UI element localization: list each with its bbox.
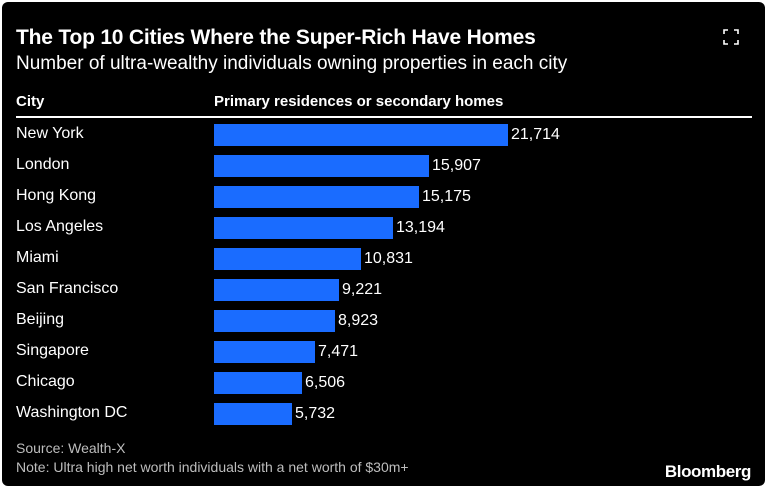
category-header: City — [16, 93, 45, 110]
value-label: 15,907 — [432, 157, 481, 174]
value-label: 21,714 — [511, 126, 560, 143]
value-header: Primary residences or secondary homes — [214, 93, 504, 110]
value-label: 10,831 — [364, 250, 413, 267]
bar — [214, 186, 419, 208]
expand-icon[interactable] — [722, 28, 740, 46]
bar — [214, 310, 335, 332]
city-label: New York — [16, 125, 84, 142]
value-label: 13,194 — [396, 219, 445, 236]
bar — [214, 124, 508, 146]
city-label: Chicago — [16, 373, 75, 390]
city-label: London — [16, 156, 70, 173]
source-note: Source: Wealth-X — [16, 440, 126, 456]
value-label: 7,471 — [318, 343, 359, 360]
chart-title: The Top 10 Cities Where the Super-Rich H… — [16, 26, 536, 49]
city-label: Los Angeles — [16, 218, 104, 235]
bar — [214, 372, 302, 394]
bar — [214, 403, 292, 425]
city-label: Washington DC — [16, 404, 128, 421]
city-label: Beijing — [16, 311, 65, 328]
city-label: Hong Kong — [16, 187, 97, 204]
value-label: 5,732 — [295, 405, 336, 422]
value-label: 15,175 — [422, 188, 471, 205]
city-label: San Francisco — [16, 280, 119, 297]
bar — [214, 279, 339, 301]
footnote: Note: Ultra high net worth individuals w… — [16, 459, 409, 475]
value-label: 8,923 — [338, 312, 379, 329]
expand-icon-graphic — [723, 29, 739, 45]
bar — [214, 155, 429, 177]
city-label: Miami — [16, 249, 59, 266]
header-rule — [16, 116, 752, 118]
bloomberg-logo: Bloomberg — [664, 462, 752, 481]
value-label: 6,506 — [305, 374, 346, 391]
chart-subtitle: Number of ultra-wealthy individuals owni… — [16, 53, 568, 74]
city-label: Singapore — [16, 342, 89, 359]
bar — [214, 217, 393, 239]
value-label: 9,221 — [342, 281, 383, 298]
bar — [214, 341, 315, 363]
bar — [214, 248, 361, 270]
